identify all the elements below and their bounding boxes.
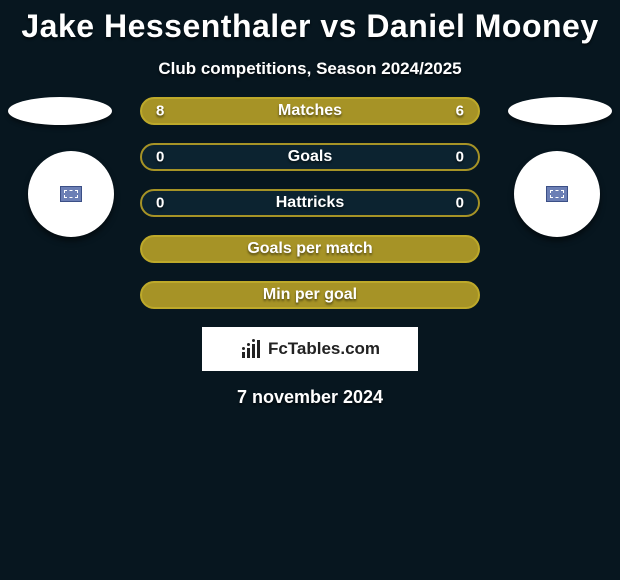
page-title: Jake Hessenthaler vs Daniel Mooney [0,0,620,45]
stat-row-hattricks: 0 Hattricks 0 [140,189,480,217]
left-oval-shadow [8,97,112,125]
stat-right-value: 0 [456,149,464,166]
brand-chart-icon [240,340,262,358]
brand-text: FcTables.com [268,339,380,359]
right-oval-shadow [508,97,612,125]
comparison-stage: 8 Matches 6 0 Goals 0 0 Hattricks 0 Goal… [0,97,620,408]
placeholder-icon [60,186,82,202]
stat-left-value: 0 [156,149,164,166]
subtitle: Club competitions, Season 2024/2025 [0,59,620,79]
stat-label: Hattricks [276,194,344,212]
stat-left-value: 0 [156,195,164,212]
stat-label: Matches [278,102,342,120]
stat-rows: 8 Matches 6 0 Goals 0 0 Hattricks 0 Goal… [140,97,480,309]
player-badge-left [28,151,114,237]
stat-label: Min per goal [263,286,357,304]
stat-right-value: 0 [456,195,464,212]
stat-row-matches: 8 Matches 6 [140,97,480,125]
brand-box[interactable]: FcTables.com [202,327,418,371]
placeholder-icon [546,186,568,202]
stat-label: Goals [288,148,332,166]
date-label: 7 november 2024 [0,387,620,408]
player-badge-right [514,151,600,237]
stat-row-min-per-goal: Min per goal [140,281,480,309]
stat-right-value: 6 [456,103,464,120]
stat-row-goals: 0 Goals 0 [140,143,480,171]
stat-label: Goals per match [247,240,372,258]
stat-left-value: 8 [156,103,164,120]
stat-row-goals-per-match: Goals per match [140,235,480,263]
